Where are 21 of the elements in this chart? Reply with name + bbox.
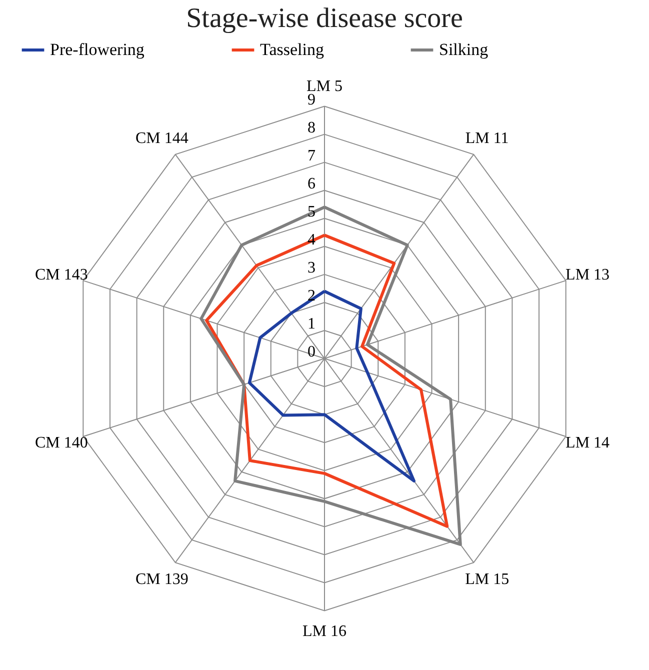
- y-tick-label: 7: [308, 147, 316, 164]
- spoke-label: CM 139: [135, 570, 188, 588]
- spoke-label: LM 15: [465, 570, 510, 588]
- legend-label: Silking: [439, 40, 489, 59]
- y-tick-label: 3: [308, 259, 316, 276]
- y-tick-label: 1: [308, 315, 316, 332]
- y-tick-label: 8: [308, 119, 316, 136]
- spoke-label: LM 11: [465, 130, 509, 148]
- legend-label: Tasseling: [260, 40, 324, 59]
- y-tick-label: 9: [308, 91, 316, 108]
- chart-title: Stage-wise disease score: [186, 3, 463, 34]
- y-tick-label: 6: [308, 175, 316, 192]
- spoke-label: CM 140: [34, 434, 88, 452]
- legend-label: Pre-flowering: [50, 40, 145, 59]
- spoke-label: LM 13: [566, 266, 610, 284]
- spoke-label: LM 16: [302, 622, 346, 640]
- spoke-label: CM 143: [34, 266, 88, 284]
- y-tick-label: 5: [308, 203, 316, 220]
- spoke-label: CM 144: [135, 130, 188, 148]
- y-tick-label: 0: [308, 344, 316, 361]
- spoke-label: LM 14: [566, 434, 610, 452]
